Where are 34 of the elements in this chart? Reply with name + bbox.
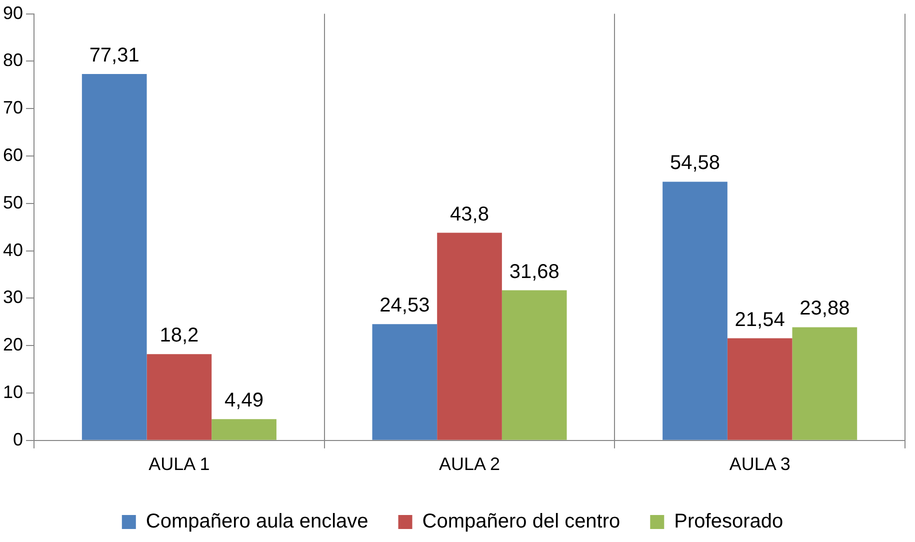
y-tick-label: 0 <box>13 429 24 450</box>
y-tick-label: 10 <box>2 382 24 402</box>
x-tick-label: AULA 2 <box>438 454 500 474</box>
data-label: 4,49 <box>224 390 264 412</box>
y-tick-label: 70 <box>2 98 24 118</box>
data-label: 24,53 <box>380 294 430 317</box>
y-tick-label: 90 <box>2 2 24 23</box>
y-tick-label: 20 <box>2 334 24 355</box>
bar <box>372 324 438 440</box>
data-label: 21,54 <box>734 308 785 331</box>
bar <box>146 354 212 440</box>
bar <box>82 74 147 440</box>
data-label: 31,68 <box>509 260 560 283</box>
y-tick-label: 30 <box>2 287 24 308</box>
legend-label: Compañero del centro <box>422 510 620 533</box>
data-label: 54,58 <box>670 152 720 174</box>
x-tick-label: AULA 1 <box>148 454 210 474</box>
data-label: 77,31 <box>89 44 140 66</box>
data-label: 23,88 <box>800 298 850 320</box>
y-tick-label: 60 <box>2 144 24 165</box>
y-tick-label: 50 <box>2 192 24 212</box>
y-tick-label: 40 <box>2 240 24 260</box>
bar <box>502 290 567 440</box>
data-label: 18,2 <box>160 324 199 347</box>
bar <box>212 419 276 440</box>
legend-label: Compañero aula enclave <box>146 510 368 533</box>
legend-label: Profesorado <box>674 510 784 533</box>
bar <box>662 182 728 440</box>
data-label: 43,8 <box>450 203 489 226</box>
bar <box>792 327 858 440</box>
x-tick-label: AULA 3 <box>729 454 790 474</box>
y-tick-label: 80 <box>2 50 24 70</box>
bar <box>727 338 792 440</box>
bar <box>437 232 502 440</box>
